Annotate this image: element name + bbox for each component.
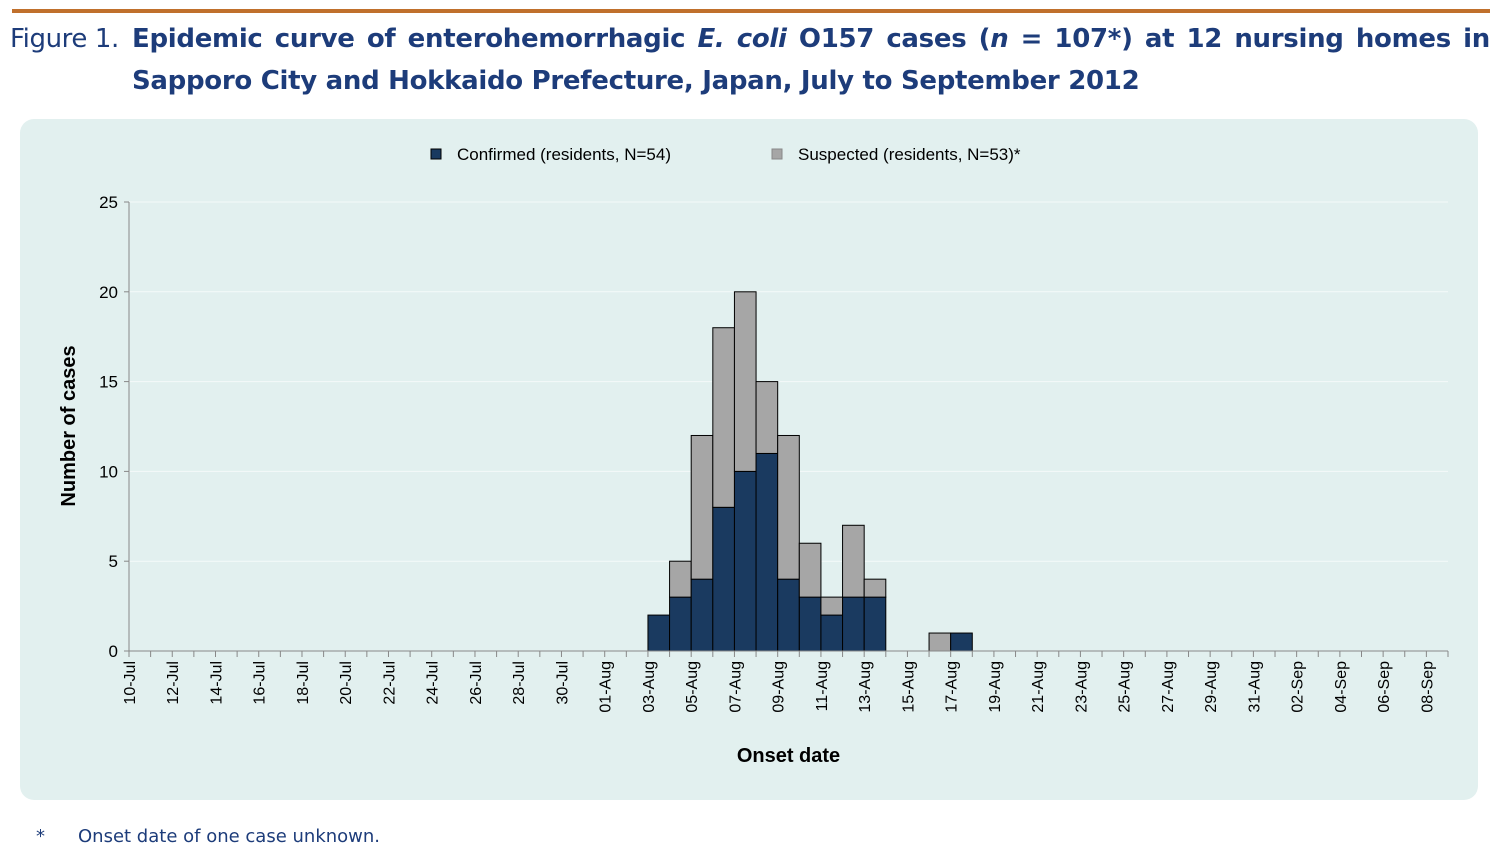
x-tick-label: 11-Aug bbox=[814, 661, 831, 711]
bar-confirmed-12-Aug bbox=[842, 596, 865, 652]
bar-suspected-06-Aug bbox=[712, 327, 735, 508]
y-tick-label: 0 bbox=[109, 642, 118, 661]
x-tick-label: 27-Aug bbox=[1160, 661, 1177, 713]
title-part-2: O157 cases ( bbox=[786, 24, 991, 54]
bar-confirmed-08-Aug bbox=[755, 452, 779, 652]
bar-confirmed-07-Aug bbox=[733, 470, 757, 652]
bar-confirmed-05-Aug bbox=[690, 578, 714, 652]
bar-confirmed-17-Aug bbox=[950, 632, 973, 652]
x-tick-label: 26-Jul bbox=[468, 661, 485, 705]
x-tick-label: 24-Jul bbox=[425, 661, 442, 705]
bar-confirmed-13-Aug bbox=[863, 596, 887, 652]
x-tick-label: 02-Sep bbox=[1290, 661, 1307, 713]
legend-label-confirmed: Confirmed (residents, N=54) bbox=[457, 145, 671, 164]
legend-label-suspected: Suspected (residents, N=53)* bbox=[798, 145, 1021, 164]
x-tick-label: 15-Aug bbox=[900, 661, 917, 713]
bar-suspected-16-Aug bbox=[928, 632, 952, 652]
x-tick-label: 14-Jul bbox=[208, 661, 225, 705]
footnote: * Onset date of one case unknown. bbox=[36, 826, 380, 847]
x-tick-label: 30-Jul bbox=[554, 661, 571, 705]
x-tick-label: 10-Jul bbox=[122, 661, 139, 705]
title-italic-n: n bbox=[990, 24, 1009, 54]
bar-confirmed-06-Aug bbox=[712, 506, 735, 652]
x-tick-label: 29-Aug bbox=[1203, 661, 1220, 713]
x-tick-label: 09-Aug bbox=[771, 661, 788, 713]
x-tick-label: 12-Jul bbox=[165, 661, 182, 705]
bar-suspected-05-Aug bbox=[690, 434, 714, 580]
x-tick-label: 19-Aug bbox=[987, 661, 1004, 713]
x-tick-label: 08-Sep bbox=[1419, 661, 1436, 713]
x-tick-label: 23-Aug bbox=[1073, 661, 1090, 713]
bar-suspected-04-Aug bbox=[669, 560, 692, 598]
y-tick-label: 10 bbox=[99, 462, 118, 481]
x-tick-label: 16-Jul bbox=[252, 661, 269, 705]
legend-swatch-suspected bbox=[771, 148, 783, 160]
bar-suspected-09-Aug bbox=[777, 434, 800, 580]
bar-suspected-12-Aug bbox=[842, 524, 865, 598]
bar-suspected-10-Aug bbox=[798, 542, 822, 598]
y-tick-label: 25 bbox=[99, 193, 118, 212]
bar-confirmed-10-Aug bbox=[798, 596, 822, 652]
x-axis-title: Onset date bbox=[737, 745, 840, 767]
figure-label: Figure 1. bbox=[10, 24, 119, 54]
x-tick-label: 28-Jul bbox=[511, 661, 528, 705]
x-tick-label: 22-Jul bbox=[381, 661, 398, 705]
footnote-text: Onset date of one case unknown. bbox=[78, 826, 381, 847]
bar-suspected-11-Aug bbox=[820, 596, 844, 616]
bar-suspected-13-Aug bbox=[863, 578, 887, 598]
x-tick-label: 03-Aug bbox=[641, 661, 658, 713]
x-tick-label: 21-Aug bbox=[1030, 661, 1047, 713]
bar-confirmed-09-Aug bbox=[777, 578, 800, 652]
y-tick-label: 5 bbox=[109, 552, 118, 571]
x-tick-label: 06-Sep bbox=[1376, 661, 1393, 713]
bar-suspected-08-Aug bbox=[755, 381, 779, 454]
legend-swatch-confirmed bbox=[430, 148, 442, 160]
x-tick-label: 04-Sep bbox=[1333, 661, 1350, 713]
x-tick-label: 18-Jul bbox=[295, 661, 312, 705]
epidemic-curve-chart: 0 5 10 15 20 25 10-Jul 12-Jul 14-Jul 16-Jul 18-Jul… bbox=[58, 145, 1449, 767]
x-tick-label: 31-Aug bbox=[1246, 661, 1263, 713]
footnote-mark: * bbox=[36, 826, 45, 847]
x-tick-label: 25-Aug bbox=[1117, 661, 1134, 713]
x-tick-label: 05-Aug bbox=[684, 661, 701, 713]
y-tick-label: 15 bbox=[99, 373, 118, 392]
x-tick-label: 07-Aug bbox=[727, 661, 744, 713]
bar-confirmed-03-Aug bbox=[647, 614, 671, 652]
title-italic-species: E. coli bbox=[697, 24, 787, 54]
x-tick-label: 17-Aug bbox=[944, 661, 961, 713]
chart-panel: 0 5 10 15 20 25 10-Jul 12-Jul 14-Jul 16-Jul 18-Jul… bbox=[20, 119, 1478, 800]
bar-suspected-07-Aug bbox=[733, 291, 757, 472]
title-part-1: Epidemic curve of enterohemorrhagic bbox=[132, 24, 698, 54]
bar-confirmed-04-Aug bbox=[669, 596, 692, 652]
figure-title-text: Epidemic curve of enterohemorrhagic E. c… bbox=[132, 18, 1490, 102]
title-part-3: = 107*) at 12 nursing homes in Sapporo C… bbox=[132, 24, 1490, 96]
bar-confirmed-11-Aug bbox=[820, 614, 844, 652]
x-tick-label: 13-Aug bbox=[857, 661, 874, 713]
x-tick-label: 01-Aug bbox=[598, 661, 615, 713]
x-tick-label: 20-Jul bbox=[338, 661, 355, 705]
y-tick-label: 20 bbox=[99, 283, 118, 302]
top-rule bbox=[12, 9, 1490, 13]
y-axis-title: Number of cases bbox=[58, 345, 80, 506]
